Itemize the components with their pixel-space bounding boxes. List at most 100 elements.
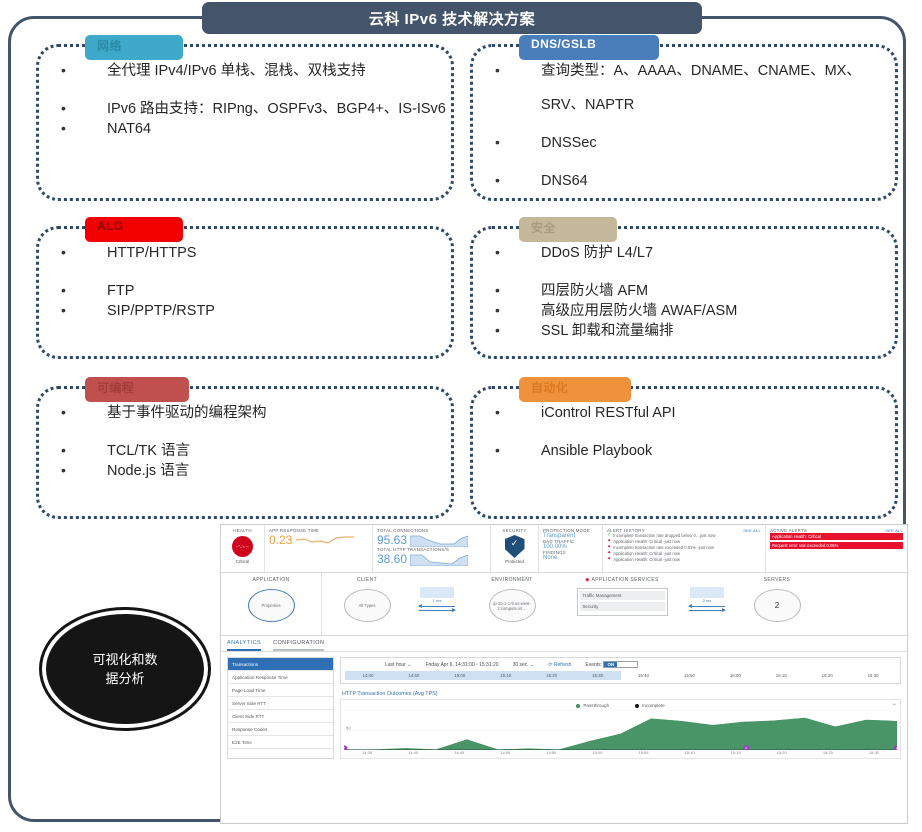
kpi-art-value: 0.23 bbox=[269, 532, 293, 547]
service-item[interactable]: Security bbox=[579, 602, 665, 611]
x-tick: 15:25 bbox=[822, 750, 833, 755]
alert-dot-icon: ✦ bbox=[607, 550, 612, 556]
sparkline-connections bbox=[410, 535, 469, 547]
events-label: Events: bbox=[585, 662, 603, 668]
legend-entry-incomplete: Incomplete bbox=[635, 703, 665, 708]
feature-box-network: 网络 全代理 IPv4/IPv6 单栈、混栈、双栈支持 IPv6 路由支持：RI… bbox=[36, 35, 454, 201]
bad-traffic-label: BAD TRAFFIC bbox=[543, 539, 575, 544]
box-tag-label: 可编程 bbox=[97, 381, 135, 395]
feature-list-network: 全代理 IPv4/IPv6 单栈、混栈、双栈支持 IPv6 路由支持：RIPng… bbox=[39, 47, 451, 137]
arrow-left-icon bbox=[688, 604, 725, 608]
list-item: NAT64 bbox=[61, 120, 437, 137]
oval-line-2: 据分析 bbox=[105, 671, 145, 686]
events-toggle[interactable]: ON bbox=[603, 661, 639, 668]
metric-item-app-response-time[interactable]: Application Response Time bbox=[228, 671, 333, 684]
tab-configuration[interactable]: CONFIGURATION bbox=[273, 640, 325, 651]
list-item: 高级应用层防火墙 AWAF/ASM bbox=[495, 302, 881, 319]
list-item: DNS64 bbox=[495, 172, 881, 189]
timeline-tick: 15:00 bbox=[436, 671, 483, 680]
kpi-http-value: 38.60 bbox=[377, 551, 408, 566]
svg-text:2: 2 bbox=[344, 746, 345, 749]
oval-line-1: 可视化和数 bbox=[92, 652, 158, 667]
alert-dot-icon: ✦ bbox=[607, 538, 612, 544]
dashboard-topology: APPLICATION Properties CLIENT All Types … bbox=[221, 573, 907, 636]
legend-swatch bbox=[635, 703, 640, 708]
x-tick: 15:15 bbox=[730, 750, 741, 755]
metric-item-response-codes[interactable]: Response Codes bbox=[228, 723, 333, 736]
timeline-ticks[interactable]: 14:40 14:50 15:00 15:10 15:20 15:30 15:4… bbox=[345, 671, 896, 680]
timeline-tick: 15:20 bbox=[528, 671, 575, 680]
box-tag-label: 自动化 bbox=[531, 381, 569, 395]
chevron-down-icon: ⌄ bbox=[530, 661, 535, 668]
status-badge: Application Health: Critical bbox=[770, 533, 903, 540]
kpi-http-label: TOTAL HTTP TRANSACTIONS/s bbox=[377, 547, 450, 552]
chart-title: HTTP Transaction Outcomes (Avg TPS) bbox=[342, 691, 438, 697]
environment-node[interactable]: ip-10-1-1-9.us-west-2.compute.int… bbox=[488, 589, 536, 622]
metric-item-page-load-time[interactable]: Page Load Time bbox=[228, 684, 333, 697]
shield-check-icon bbox=[504, 535, 525, 558]
svg-text:50: 50 bbox=[346, 726, 352, 730]
metric-item-transactions[interactable]: Transactions bbox=[228, 658, 333, 671]
topology-application-label: APPLICATION bbox=[252, 577, 290, 583]
application-node[interactable]: Properties bbox=[247, 589, 295, 622]
sparkline-art bbox=[296, 536, 355, 544]
heartbeat-icon bbox=[232, 536, 253, 557]
collapse-icon[interactable]: − bbox=[892, 702, 896, 708]
alert-history-panel: See All ALERT HISTORY ✓ Incomplete transa… bbox=[603, 525, 766, 572]
topology-application-services: ◉ APPLICATION SERVICES Traffic Managemen… bbox=[562, 573, 682, 635]
range-preset-dropdown[interactable]: Last hour ⌄ bbox=[385, 662, 411, 668]
timeline-tick: 15:40 bbox=[637, 673, 649, 678]
dashboard-screenshot: HEALTH Critical APP RESPONSE TIME 0.23 T… bbox=[220, 524, 908, 824]
x-tick: 14:45 bbox=[454, 750, 465, 755]
arrow-left-icon bbox=[418, 604, 455, 608]
list-item: SSL 卸载和流量编排 bbox=[495, 322, 881, 339]
x-tick: 15:30 bbox=[868, 750, 879, 755]
refresh-button[interactable]: ⟳ Refresh bbox=[548, 662, 571, 668]
tab-analytics[interactable]: ANALYTICS bbox=[227, 640, 262, 651]
service-item[interactable]: Traffic Management bbox=[579, 591, 665, 600]
x-tick: 14:35 bbox=[362, 750, 373, 755]
list-item-continuation: SRV、NAPTR bbox=[541, 97, 635, 113]
box-tag-label: 网络 bbox=[97, 39, 122, 53]
metric-item-server-side-rtt[interactable]: Server Side RTT bbox=[228, 697, 333, 710]
active-alerts-see-all[interactable]: See All bbox=[885, 528, 903, 533]
interval-dropdown[interactable]: 30 sec. ⌄ bbox=[513, 662, 535, 668]
page-title: 云科 IPv6 技术解决方案 bbox=[202, 2, 702, 34]
protection-mode-value: Transparent bbox=[543, 533, 576, 539]
feature-list-programmable: 基于事件驱动的编程架构 TCL/TK 语言 Node.js 语言 bbox=[39, 389, 451, 479]
alert-history-item: ✦ Incomplete transaction rate exceeded 0.… bbox=[607, 545, 761, 551]
topology-services-label: ◉ APPLICATION SERVICES bbox=[562, 577, 682, 583]
client-node[interactable]: All Types bbox=[343, 589, 391, 622]
feature-list-alg: HTTP/HTTPS FTP SIP/PPTP/RSTP bbox=[39, 229, 451, 319]
link-minichart bbox=[690, 587, 724, 598]
f5-logo-icon: ◉ bbox=[585, 577, 590, 583]
kpi-art-label: APP RESPONSE TIME bbox=[269, 528, 320, 533]
timeline-tick: 15:50 bbox=[683, 673, 695, 678]
alert-text: Application Health: Critical -just now bbox=[613, 551, 680, 556]
metric-item-e2e-time[interactable]: E2E Time bbox=[228, 736, 333, 749]
services-box: Traffic Management Security bbox=[576, 588, 668, 616]
servers-node[interactable]: 2 bbox=[753, 589, 801, 622]
alert-dot-icon: ✦ bbox=[607, 544, 612, 550]
x-tick: 15:20 bbox=[776, 750, 787, 755]
metric-item-client-side-rtt[interactable]: Client Side RTT bbox=[228, 710, 333, 723]
events-toggle-group: Events: ON bbox=[585, 661, 639, 668]
list-item: HTTP/HTTPS bbox=[61, 244, 437, 261]
list-item: Ansible Playbook bbox=[495, 442, 881, 459]
alert-history-see-all[interactable]: See All bbox=[743, 528, 761, 533]
alert-dot-icon: ✦ bbox=[607, 556, 612, 562]
alert-history-title: See All ALERT HISTORY bbox=[607, 528, 761, 533]
visualization-oval: 可视化和数 据分析 bbox=[42, 610, 208, 728]
x-tick: 15:10 bbox=[684, 750, 695, 755]
list-item: iControl RESTful API bbox=[495, 404, 881, 421]
list-item: 全代理 IPv4/IPv6 单栈、混栈、双栈支持 bbox=[61, 62, 437, 79]
analytics-tabs: ANALYTICS CONFIGURATION bbox=[221, 636, 907, 652]
box-tag-programmable: 可编程 bbox=[85, 377, 189, 402]
alert-history-item: ✓ Incomplete transaction rate dropped bel… bbox=[607, 533, 761, 539]
x-tick: 14:40 bbox=[408, 750, 419, 755]
http-transaction-outcomes-chart: − Passthrough Incomplete 050100222 14:35… bbox=[340, 699, 901, 759]
timeline-tick: 16:20 bbox=[821, 673, 833, 678]
box-tag-network: 网络 bbox=[85, 35, 183, 60]
legend-entry-passthrough: Passthrough bbox=[576, 703, 609, 708]
link-client-environment: 1 ms bbox=[412, 573, 462, 635]
